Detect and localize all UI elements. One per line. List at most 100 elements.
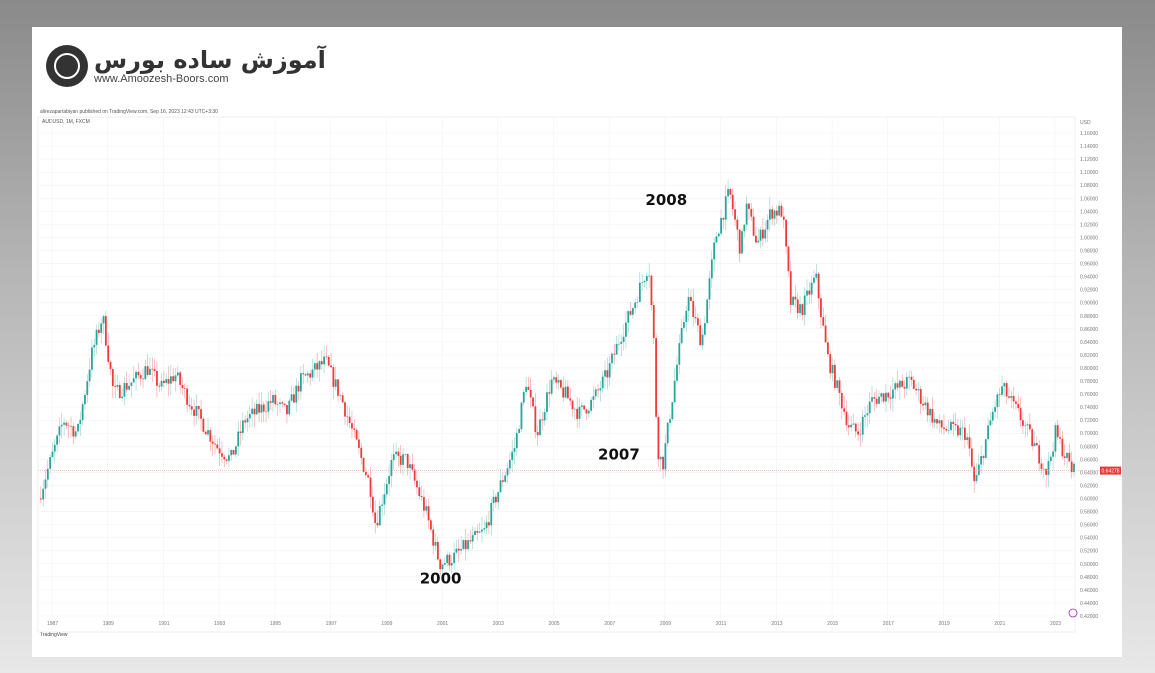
candle-body <box>845 411 848 426</box>
x-tick-label: 1995 <box>270 621 281 627</box>
candle-body <box>706 299 709 324</box>
candle-body <box>945 428 948 431</box>
candle-body <box>527 386 530 390</box>
candle-body <box>571 400 574 410</box>
candle-body <box>887 392 890 398</box>
candle-body <box>898 380 901 388</box>
candle-body <box>755 235 757 243</box>
candle-body <box>875 398 878 404</box>
candle-body <box>186 388 189 405</box>
candle-body <box>954 423 957 426</box>
candle-body <box>1063 456 1066 458</box>
y-tick-label: 0.78000 <box>1080 379 1098 385</box>
candle-body <box>604 370 606 377</box>
candle-body <box>501 480 504 482</box>
candle-body <box>557 380 560 383</box>
candle-body <box>439 559 442 570</box>
candle-body <box>922 403 924 406</box>
candle-body <box>288 400 291 415</box>
candle-body <box>917 389 920 391</box>
candle-body <box>771 209 774 219</box>
candle-body <box>369 477 372 497</box>
candle-body <box>406 453 409 469</box>
candle-body <box>95 329 98 345</box>
candle-body <box>432 529 435 546</box>
candle-body <box>815 273 818 278</box>
candle-body <box>1035 443 1038 446</box>
candle-body <box>420 496 423 498</box>
candle-body <box>666 422 669 444</box>
candle-body <box>678 343 681 365</box>
candle-body <box>279 402 281 404</box>
candle-body <box>950 421 952 431</box>
candle-body <box>817 273 820 299</box>
y-tick-label: 0.50000 <box>1080 562 1098 568</box>
candle-body <box>492 496 495 503</box>
candle-body <box>179 372 182 385</box>
candle-body <box>364 471 367 476</box>
candle-body <box>685 310 688 322</box>
y-tick-label: 0.66000 <box>1080 457 1098 463</box>
candle-body <box>241 420 244 433</box>
candle-body <box>149 368 151 375</box>
x-tick-label: 2023 <box>1050 621 1061 627</box>
y-tick-label: 0.46000 <box>1080 588 1098 594</box>
candle-body <box>515 432 518 449</box>
candle-body <box>713 242 716 260</box>
candle-body <box>53 444 56 452</box>
candle-body <box>341 395 344 403</box>
candle-body <box>773 210 776 219</box>
candle-body <box>286 405 288 415</box>
candle-body <box>748 203 750 209</box>
tradingview-logo: TradingView <box>40 632 68 638</box>
candle-body <box>251 408 254 414</box>
candle-body <box>634 302 637 309</box>
currency-label: USD <box>1080 120 1091 126</box>
candle-body <box>722 217 725 220</box>
candle-body <box>283 403 286 406</box>
x-tick-label: 2003 <box>493 621 504 627</box>
candle-body <box>107 345 110 362</box>
candle-body <box>378 505 381 526</box>
candle-body <box>757 240 760 243</box>
candle-body <box>738 229 741 254</box>
candle-body <box>207 430 209 435</box>
candle-body <box>854 423 857 432</box>
candle-body <box>885 392 887 402</box>
y-tick-label: 0.96000 <box>1080 262 1098 268</box>
candle-body <box>65 422 68 426</box>
candle-body <box>650 275 653 306</box>
x-tick-label: 2019 <box>939 621 950 627</box>
candle-body <box>374 512 377 523</box>
candle-body <box>543 412 546 421</box>
x-tick-label: 2005 <box>548 621 559 627</box>
candle-body <box>197 406 200 410</box>
candle-body <box>840 392 843 409</box>
candle-body <box>1047 461 1050 475</box>
candle-body <box>794 296 797 300</box>
candle-body <box>592 396 595 400</box>
candle-body <box>1022 420 1024 426</box>
candle-body <box>655 338 657 417</box>
last-price-badge <box>1100 466 1121 475</box>
y-tick-label: 0.60000 <box>1080 497 1098 503</box>
candle-body <box>60 424 63 427</box>
candle-body <box>388 476 391 485</box>
y-tick-label: 1.12000 <box>1080 157 1098 163</box>
x-tick-label: 2013 <box>771 621 782 627</box>
candle-body <box>1026 424 1029 426</box>
candle-body <box>564 386 567 398</box>
candle-body <box>395 451 397 455</box>
x-tick-label: 2015 <box>827 621 838 627</box>
y-tick-label: 0.64000 <box>1080 470 1098 476</box>
candle-body <box>690 296 692 302</box>
candle-body <box>1033 443 1036 447</box>
candle-body <box>892 389 894 399</box>
candle-body <box>532 397 534 407</box>
candle-body <box>659 456 662 460</box>
candle-body <box>518 429 521 433</box>
candle-body <box>915 388 918 391</box>
candle-body <box>193 409 195 416</box>
candle-body <box>81 404 84 421</box>
